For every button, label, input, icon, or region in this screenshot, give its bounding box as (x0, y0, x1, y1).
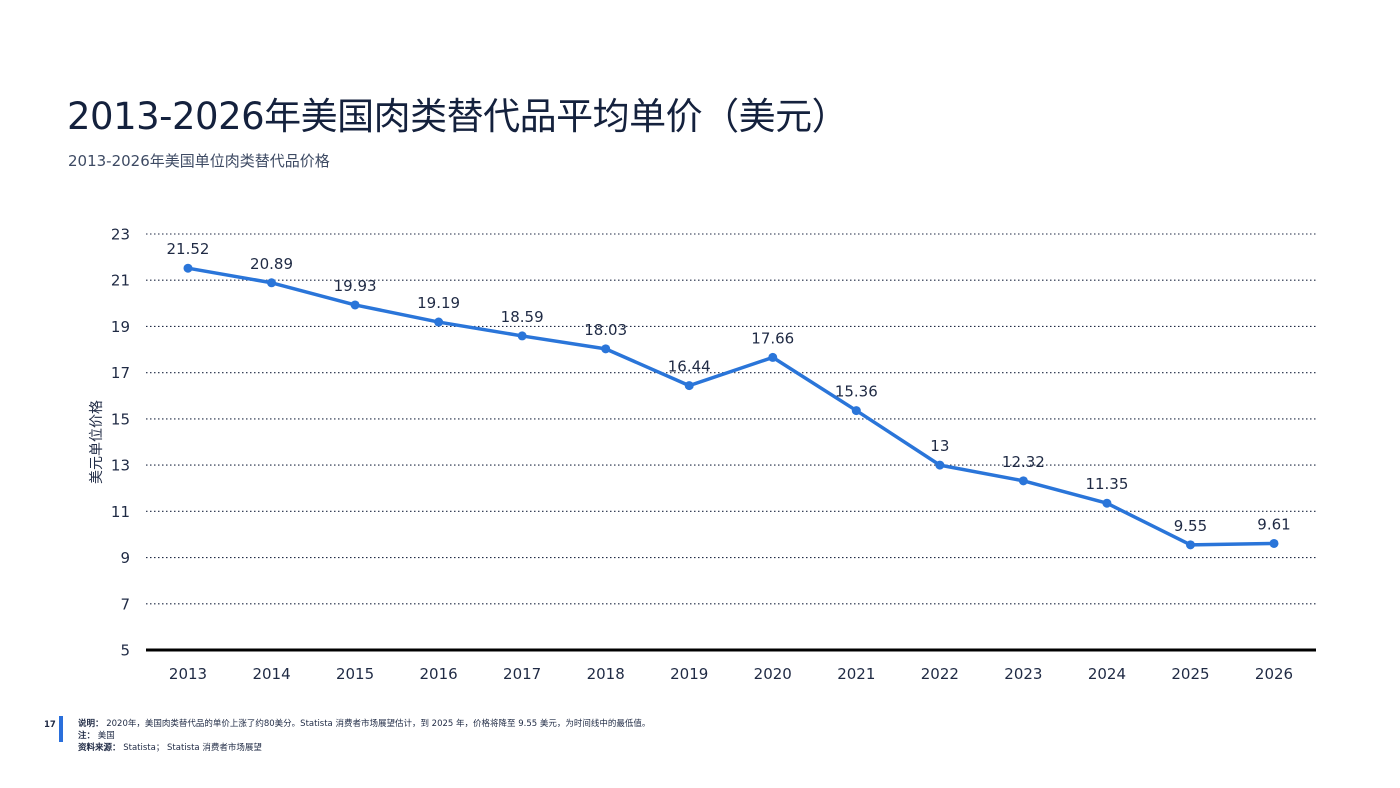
data-point (183, 263, 193, 273)
y-tick-label: 17 (111, 364, 130, 382)
note-label: 说明： (78, 719, 104, 729)
data-label: 21.52 (167, 240, 210, 258)
series-line (186, 266, 1276, 547)
y-tick-label: 13 (111, 457, 130, 475)
data-point (601, 344, 611, 354)
page-title: 2013-2026年美国肉类替代品平均单价（美元） (67, 95, 849, 138)
data-point (684, 381, 694, 391)
y-tick-label: 15 (111, 410, 130, 428)
x-tick-label: 2020 (754, 665, 792, 683)
y-tick-label: 9 (120, 549, 130, 567)
footer-note-line: 说明： 2020年，美国肉类替代品的单价上涨了约80美分。Statista 消费… (78, 718, 650, 730)
source-text: Statista； Statista 消费者市场展望 (123, 743, 262, 753)
x-tick-label: 2013 (169, 665, 207, 683)
page-subtitle: 2013-2026年美国单位肉类替代品价格 (68, 152, 330, 170)
series-layer: 21.52 20.89 19.93 19.19 18.59 18.03 16.44 17.66… (167, 240, 1291, 550)
data-label: 18.59 (501, 308, 544, 326)
data-label: 19.19 (417, 294, 460, 312)
y-tick-label: 19 (111, 318, 130, 336)
data-label: 15.36 (835, 383, 878, 401)
data-label: 13 (930, 437, 949, 455)
data-point (267, 278, 277, 288)
data-label: 17.66 (751, 329, 794, 347)
data-label: 16.44 (668, 358, 711, 376)
data-label: 12.32 (1002, 453, 1045, 471)
data-point (1269, 538, 1279, 548)
x-tick-label: 2023 (1004, 665, 1042, 683)
y-axis-label: 美元单位价格 (89, 400, 105, 484)
data-label: 20.89 (250, 255, 293, 273)
data-point (517, 331, 527, 341)
grid-lines (146, 233, 1316, 605)
data-point (1102, 498, 1112, 508)
source-label: 资料来源： (78, 743, 121, 753)
x-tick-label: 2024 (1088, 665, 1126, 683)
data-label: 9.55 (1174, 517, 1207, 535)
data-point (1018, 476, 1028, 486)
data-point (851, 406, 861, 416)
y-tick-label: 23 (111, 226, 130, 244)
y-tick-label: 7 (120, 595, 130, 613)
x-tick-label: 2021 (837, 665, 875, 683)
x-tick-label: 2025 (1171, 665, 1209, 683)
data-label: 9.61 (1257, 515, 1290, 533)
footer-notes: 说明： 2020年，美国肉类替代品的单价上涨了约80美分。Statista 消费… (78, 718, 650, 754)
data-point (350, 300, 360, 310)
data-point (1185, 540, 1195, 550)
data-point (768, 352, 778, 362)
data-label: 11.35 (1085, 475, 1128, 493)
y-axis: 5 7 9 11 13 15 17 19 21 23 (111, 226, 130, 660)
x-tick-label: 2014 (252, 665, 290, 683)
x-tick-label: 2015 (336, 665, 374, 683)
y-tick-label: 11 (111, 503, 130, 521)
data-label: 18.03 (584, 321, 627, 339)
footer-accent-bar (59, 716, 63, 742)
x-tick-label: 2018 (587, 665, 625, 683)
x-tick-label: 2019 (670, 665, 708, 683)
page-number: 17 (44, 720, 56, 730)
data-point (935, 460, 945, 470)
footer-remark-line: 注： 美国 (78, 730, 650, 742)
x-tick-label: 2017 (503, 665, 541, 683)
x-axis: 2013 2014 2015 2016 2017 2018 2019 2020 2021 2022… (146, 648, 1316, 683)
note-text: 2020年，美国肉类替代品的单价上涨了约80美分。Statista 消费者市场展… (106, 719, 651, 729)
footer-source-line: 资料来源： Statista； Statista 消费者市场展望 (78, 742, 650, 754)
x-tick-label: 2022 (921, 665, 959, 683)
remark-text: 美国 (97, 731, 115, 741)
x-tick-label: 2026 (1255, 665, 1293, 683)
data-point (434, 317, 444, 327)
remark-label: 注： (78, 731, 96, 741)
y-tick-label: 21 (111, 272, 130, 290)
data-label: 19.93 (334, 277, 377, 295)
x-tick-label: 2016 (420, 665, 458, 683)
y-tick-label: 5 (120, 642, 130, 660)
